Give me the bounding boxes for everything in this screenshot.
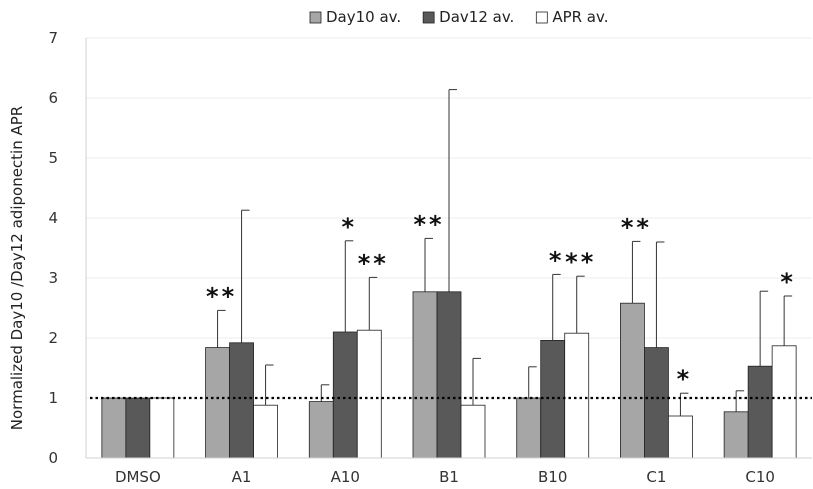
significance-star: * — [549, 246, 565, 274]
x-category-label: DMSO — [115, 468, 161, 486]
bar — [540, 339, 566, 459]
bar — [229, 342, 254, 459]
bar — [516, 397, 542, 459]
bar — [205, 347, 230, 459]
y-tick-label: 0 — [48, 449, 58, 467]
y-tick-label: 3 — [48, 269, 58, 287]
legend-swatch — [422, 11, 435, 24]
x-category-label: B10 — [538, 468, 567, 486]
significance-star: * — [342, 213, 358, 241]
chart-legend: Day10 av. Dav12 av. APR av. — [309, 8, 608, 26]
error-bars — [217, 89, 793, 416]
y-tick-label: 7 — [48, 29, 58, 47]
y-tick-label: 5 — [48, 149, 58, 167]
y-tick-label: 4 — [48, 209, 58, 227]
bar — [564, 332, 590, 459]
legend-swatch — [535, 11, 548, 24]
bar — [771, 345, 797, 459]
significance-star: ** — [358, 249, 389, 277]
x-axis-categories: DMSO A1 A10 B1 B10 C1 C10 — [115, 468, 775, 486]
bar — [308, 401, 334, 459]
x-category-label: C1 — [646, 468, 666, 486]
significance-star: ** — [206, 282, 237, 310]
significance-star: * — [677, 365, 693, 393]
bar — [644, 347, 669, 459]
significance-star: * — [780, 268, 796, 296]
bar — [460, 404, 486, 459]
legend-swatch — [309, 11, 322, 24]
legend-label: Day10 av. — [326, 8, 401, 26]
significance-star: ** — [413, 210, 444, 238]
bar — [723, 411, 749, 459]
bar — [332, 331, 358, 459]
significance-star: ** — [565, 248, 596, 276]
bar — [356, 329, 382, 459]
bar — [149, 397, 175, 459]
x-category-label: A10 — [331, 468, 360, 486]
bar — [620, 302, 645, 459]
bar — [253, 404, 278, 459]
x-category-label: B1 — [439, 468, 459, 486]
significance-star: ** — [621, 213, 652, 241]
y-tick-label: 1 — [48, 389, 58, 407]
y-axis-ticks: 0 1 2 3 4 5 6 7 — [48, 29, 58, 467]
x-category-label: A1 — [232, 468, 252, 486]
y-tick-label: 6 — [48, 89, 58, 107]
bar — [101, 397, 127, 459]
y-axis-label: Normalized Day10 /Day12 adiponectin APR — [8, 106, 26, 430]
legend-label: Dav12 av. — [439, 8, 514, 26]
significance-marks: ******** ****** — [206, 210, 796, 393]
y-tick-label: 2 — [48, 329, 58, 347]
x-category-label: C10 — [745, 468, 775, 486]
bar — [668, 415, 693, 459]
legend-label: APR av. — [552, 8, 608, 26]
bar — [412, 291, 438, 459]
bar — [125, 397, 151, 459]
bar — [747, 365, 773, 459]
bar — [436, 291, 462, 459]
bar-series — [101, 291, 797, 459]
